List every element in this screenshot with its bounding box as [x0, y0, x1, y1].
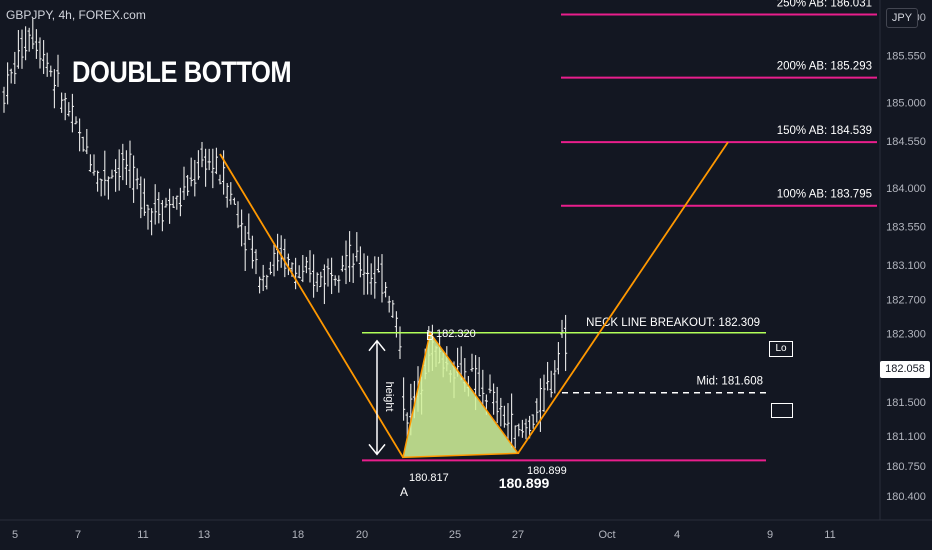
x-tick-label: 9 [767, 529, 773, 541]
x-tick-label: 7 [75, 529, 81, 541]
y-tick-label: 181.100 [886, 431, 926, 443]
height-arrow-top [368, 339, 386, 352]
y-tick-label: 185.550 [886, 51, 926, 63]
b-price-label: 182.320 [436, 328, 476, 340]
mid-label-box [771, 403, 793, 418]
symbol-info[interactable]: GBPJPY, 4h, FOREX.com [6, 8, 146, 22]
y-tick-label: 180.400 [886, 491, 926, 503]
point-a-label: A [400, 485, 408, 499]
height-label: height [383, 382, 395, 412]
y-tick-label: 181.500 [886, 397, 926, 409]
c-price-big-label: 180.899 [499, 475, 550, 491]
x-tick-label: 18 [292, 529, 304, 541]
x-tick-label: 11 [137, 529, 148, 541]
neck-line-label: NECK LINE BREAKOUT: 182.309 [586, 317, 760, 329]
target-level-label: 200% AB: 185.293 [777, 61, 872, 73]
lo-label: Lo [769, 341, 793, 357]
x-tick-label: Oct [598, 529, 615, 541]
currency-button[interactable]: JPY [886, 8, 918, 28]
downtrend-line [219, 153, 404, 458]
pattern-triangle [402, 330, 520, 459]
y-tick-label: 183.100 [886, 260, 926, 272]
x-tick-label: 25 [449, 529, 461, 541]
a-price-label: 180.817 [409, 472, 449, 484]
y-tick-label: 184.000 [886, 183, 926, 195]
projection-line [517, 141, 729, 454]
y-tick-label: 185.000 [886, 98, 926, 110]
double-bottom-title: DOUBLE BOTTOM [72, 56, 292, 89]
x-tick-label: 11 [824, 529, 835, 541]
x-tick-label: 20 [356, 529, 368, 541]
x-tick-label: 27 [512, 529, 524, 541]
x-tick-label: 13 [198, 529, 210, 541]
x-tick-label: 5 [12, 529, 18, 541]
mid-line-label: Mid: 181.608 [697, 376, 764, 388]
point-b-label: B [426, 329, 434, 343]
c-price-label: 180.899 [527, 465, 567, 477]
x-tick-label: 4 [674, 529, 680, 541]
y-tick-label: 183.550 [886, 222, 926, 234]
current-price-tag: 182.058 [880, 361, 930, 378]
y-tick-label: 182.300 [886, 329, 926, 341]
height-arrow-bottom [368, 443, 386, 456]
target-level-label: 250% AB: 186.031 [777, 0, 872, 10]
target-level-label: 150% AB: 184.539 [777, 125, 872, 137]
y-tick-label: 180.750 [886, 461, 926, 473]
target-level-label: 100% AB: 183.795 [777, 189, 872, 201]
y-tick-label: 182.700 [886, 294, 926, 306]
y-tick-label: 184.550 [886, 136, 926, 148]
